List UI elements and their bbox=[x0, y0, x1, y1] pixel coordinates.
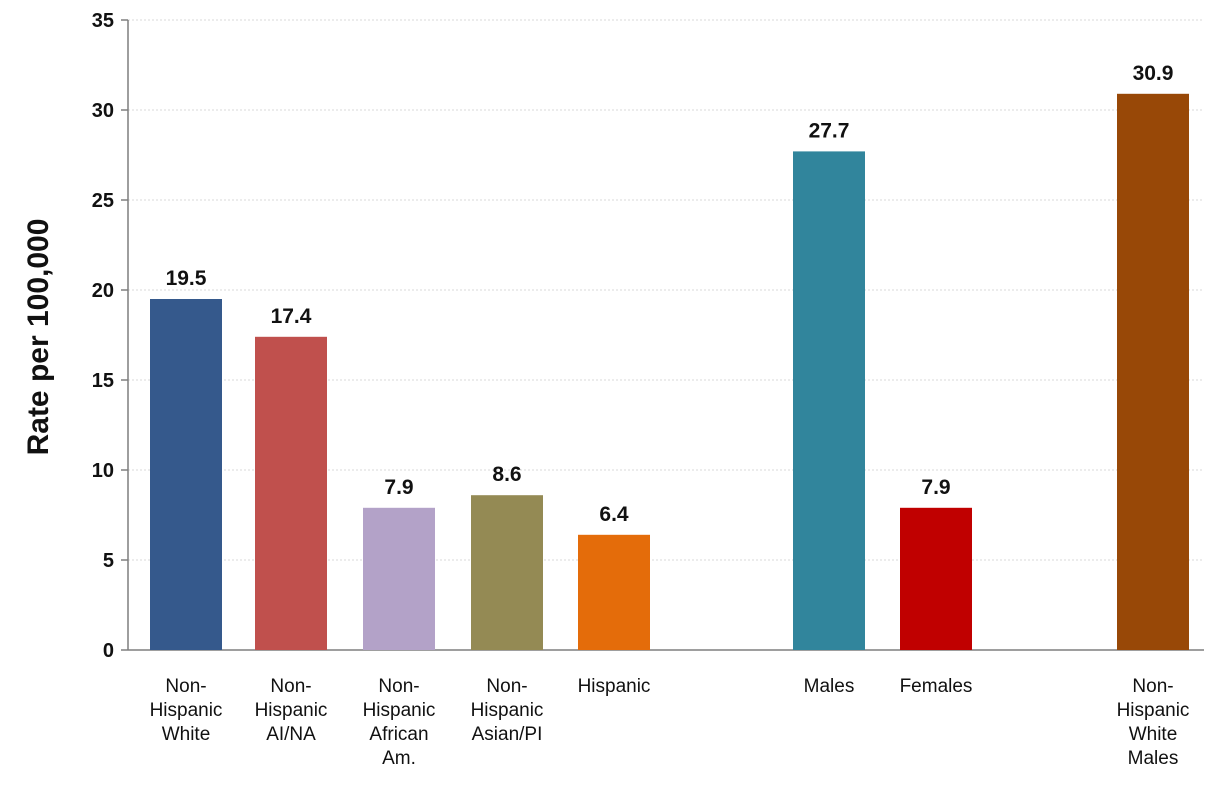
x-category-label: Hispanic bbox=[255, 700, 328, 721]
bar bbox=[578, 534, 650, 650]
x-category-label: Hispanic bbox=[363, 700, 436, 721]
x-category-label: White bbox=[1129, 724, 1178, 745]
bar bbox=[471, 495, 543, 650]
bar-value-label: 7.9 bbox=[921, 476, 950, 499]
bar bbox=[150, 299, 222, 650]
x-category-label: Males bbox=[804, 676, 855, 697]
x-category-label: Hispanic bbox=[150, 700, 223, 721]
y-axis-title: Rate per 100,000 bbox=[22, 219, 55, 456]
y-tick-label: 20 bbox=[92, 280, 114, 302]
x-category-label: AI/NA bbox=[266, 724, 316, 745]
y-tick-label: 30 bbox=[92, 100, 114, 122]
y-tick-label: 5 bbox=[103, 550, 114, 572]
x-category-label: Hispanic bbox=[578, 676, 651, 697]
x-category-label: Females bbox=[900, 676, 973, 697]
gridlines bbox=[128, 19, 1204, 561]
x-category-label: Non- bbox=[270, 676, 311, 697]
x-category-label: Non- bbox=[1132, 676, 1173, 697]
bar-value-label: 6.4 bbox=[599, 503, 629, 526]
bar bbox=[363, 507, 435, 650]
x-category-label: Non- bbox=[165, 676, 206, 697]
y-tick-label: 15 bbox=[92, 370, 114, 392]
bar bbox=[255, 336, 327, 650]
x-category-label: White bbox=[162, 724, 211, 745]
bar bbox=[900, 507, 972, 650]
bars bbox=[150, 93, 1189, 651]
bar-value-label: 7.9 bbox=[384, 476, 413, 499]
bar bbox=[793, 151, 865, 650]
x-category-label: Non- bbox=[378, 676, 419, 697]
bar-value-label: 30.9 bbox=[1133, 62, 1174, 85]
bar-value-label: 17.4 bbox=[271, 305, 312, 328]
bar-value-label: 19.5 bbox=[166, 267, 207, 290]
x-category-label: Am. bbox=[382, 748, 416, 769]
x-category-label: Males bbox=[1128, 748, 1179, 769]
x-category-label: Non- bbox=[486, 676, 527, 697]
bar-value-label: 8.6 bbox=[492, 463, 521, 486]
bar bbox=[1117, 93, 1189, 651]
y-tick-label: 10 bbox=[92, 460, 114, 482]
x-category-label: Hispanic bbox=[1117, 700, 1190, 721]
bar-value-label: 27.7 bbox=[809, 119, 850, 142]
y-tick-label: 0 bbox=[103, 640, 114, 662]
x-category-label: African bbox=[369, 724, 428, 745]
labels: 0 5 10 15 20 25 30 35 19.5 Non- Hispanic White 17.4 N… bbox=[92, 10, 1190, 769]
x-category-label: Asian/PI bbox=[472, 724, 543, 745]
y-tick-label: 25 bbox=[92, 190, 114, 212]
y-tick-label: 35 bbox=[92, 10, 114, 32]
x-category-label: Hispanic bbox=[471, 700, 544, 721]
